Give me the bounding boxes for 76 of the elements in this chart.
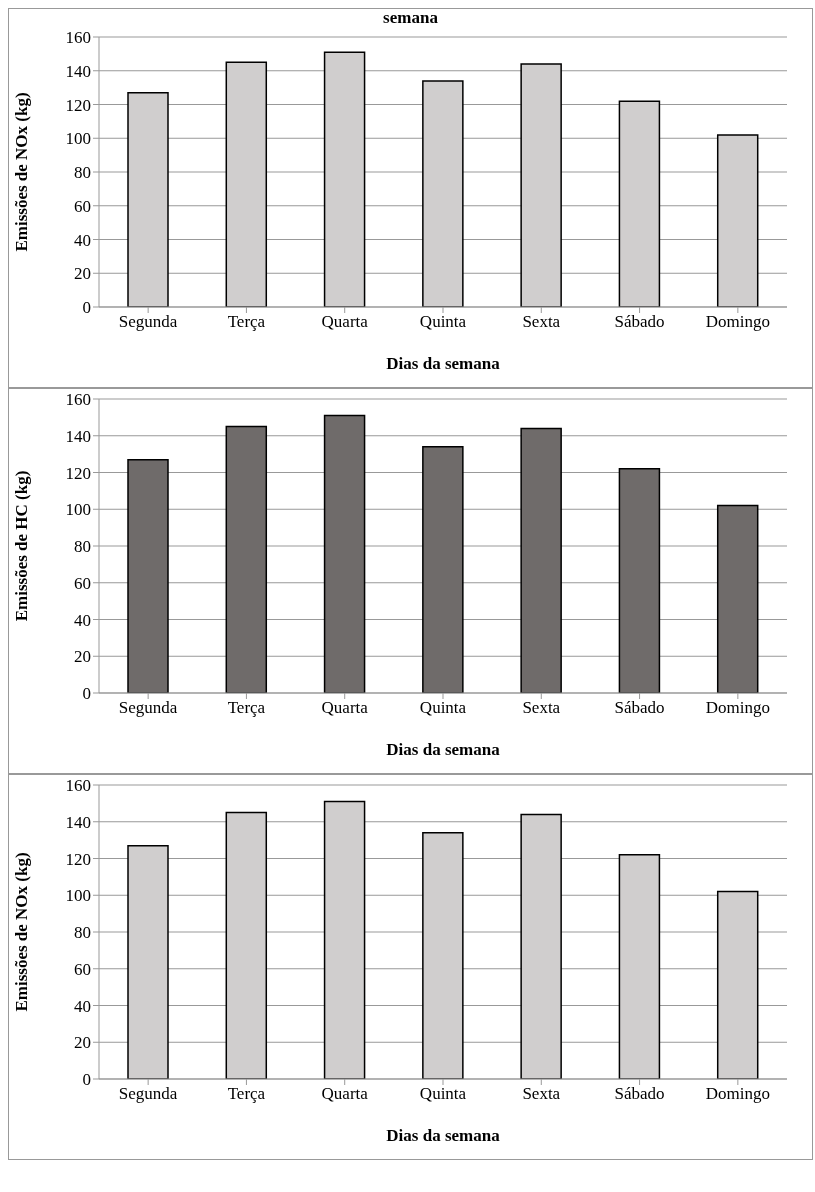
- x-tick-label: Domingo: [705, 1084, 770, 1104]
- y-tick-label: 140: [65, 426, 91, 446]
- y-tick-label: 80: [74, 537, 91, 557]
- y-axis-title: Emissões de HC (kg): [12, 470, 32, 622]
- x-tick-label: Quarta: [321, 698, 369, 718]
- x-tick-label: Sexta: [522, 698, 561, 718]
- x-tick-label: Quarta: [321, 1084, 369, 1104]
- bar: [520, 63, 562, 307]
- y-tick-label: 60: [74, 573, 91, 593]
- x-axis-title: Dias da semana: [386, 354, 501, 373]
- bar: [520, 427, 562, 693]
- x-tick-label: Domingo: [705, 312, 770, 332]
- y-axis-title: Emissões de NOx (kg): [12, 92, 32, 252]
- bar: [127, 91, 169, 307]
- y-tick-label: 60: [74, 959, 91, 979]
- x-tick-label: Quinta: [419, 698, 467, 718]
- x-axis-title: Dias da semana: [386, 740, 501, 759]
- x-tick-label: Terça: [227, 698, 266, 718]
- x-axis-title: Dias da semana: [386, 1126, 501, 1145]
- y-tick-label: 160: [65, 390, 91, 410]
- bar: [716, 890, 759, 1079]
- x-tick-label: Segunda: [118, 1084, 178, 1104]
- bar: [618, 468, 661, 693]
- y-tick-label: 120: [65, 463, 91, 483]
- y-axis-title: Emissões de NOx (kg): [12, 852, 32, 1012]
- y-tick-label: 20: [74, 1033, 91, 1053]
- y-tick-label: 60: [74, 196, 91, 216]
- y-tick-label: 140: [65, 61, 91, 81]
- bar: [225, 425, 268, 693]
- bar: [716, 504, 759, 693]
- y-tick-label: 100: [65, 129, 91, 149]
- bar: [618, 854, 661, 1079]
- y-tick-label: 40: [74, 996, 91, 1016]
- bar: [127, 458, 169, 693]
- x-tick-label: Domingo: [705, 698, 770, 718]
- x-tick-label: Sexta: [522, 312, 561, 332]
- bar: [323, 414, 366, 693]
- x-tick-label: Terça: [227, 1084, 266, 1104]
- bar: [323, 51, 366, 307]
- x-tick-label: Sábado: [614, 698, 665, 718]
- x-tick-label: Segunda: [118, 312, 178, 332]
- bar: [323, 800, 366, 1079]
- y-tick-label: 160: [65, 28, 91, 48]
- y-tick-label: 20: [74, 647, 91, 667]
- y-tick-label: 0: [82, 298, 91, 318]
- bar: [716, 134, 759, 307]
- y-tick-label: 140: [65, 812, 91, 832]
- y-tick-label: 100: [65, 500, 91, 520]
- y-tick-label: 80: [74, 163, 91, 183]
- x-tick-label: Sábado: [614, 312, 665, 332]
- y-tick-label: 120: [65, 95, 91, 115]
- x-tick-label: Sábado: [614, 1084, 665, 1104]
- bar: [225, 811, 268, 1079]
- x-tick-label: Quinta: [419, 312, 467, 332]
- y-tick-label: 100: [65, 886, 91, 906]
- y-tick-label: 20: [74, 264, 91, 284]
- y-tick-label: 80: [74, 923, 91, 943]
- x-tick-label: Terça: [227, 312, 266, 332]
- y-tick-label: 120: [65, 849, 91, 869]
- x-tick-label: Sexta: [522, 1084, 561, 1104]
- bar: [422, 80, 464, 307]
- y-tick-label: 160: [65, 776, 91, 796]
- y-tick-label: 40: [74, 230, 91, 250]
- y-tick-label: 40: [74, 610, 91, 630]
- bar: [422, 832, 464, 1079]
- y-tick-label: 0: [82, 684, 91, 704]
- bar: [422, 446, 464, 693]
- chart-title: semana: [382, 8, 439, 27]
- bar: [618, 100, 661, 307]
- x-tick-label: Quinta: [419, 1084, 467, 1104]
- x-tick-label: Segunda: [118, 698, 178, 718]
- y-tick-label: 0: [82, 1070, 91, 1090]
- bar: [520, 813, 562, 1079]
- bar: [225, 61, 268, 307]
- bar: [127, 844, 169, 1079]
- x-tick-label: Quarta: [321, 312, 369, 332]
